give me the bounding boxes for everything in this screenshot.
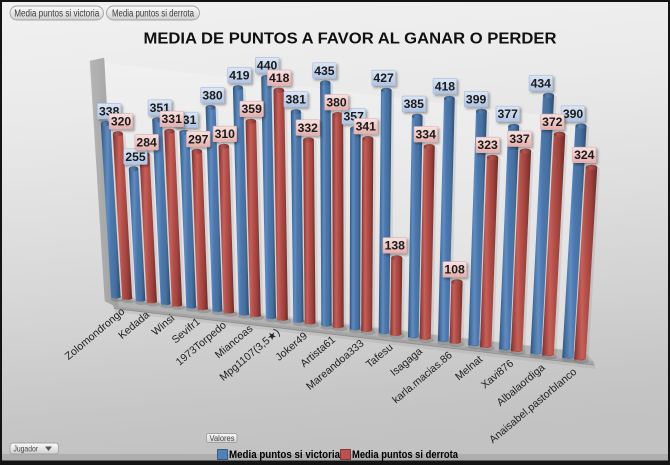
svg-text:381: 381 bbox=[286, 93, 307, 107]
svg-text:284: 284 bbox=[136, 135, 157, 149]
svg-text:440: 440 bbox=[257, 58, 278, 72]
svg-text:331: 331 bbox=[162, 112, 183, 126]
svg-text:380: 380 bbox=[326, 96, 347, 110]
svg-text:380: 380 bbox=[202, 88, 223, 102]
svg-text:255: 255 bbox=[125, 150, 146, 164]
svg-text:337: 337 bbox=[509, 132, 530, 146]
svg-text:324: 324 bbox=[574, 148, 595, 162]
svg-text:418: 418 bbox=[435, 79, 456, 93]
svg-text:372: 372 bbox=[542, 115, 563, 129]
svg-text:138: 138 bbox=[385, 239, 406, 253]
svg-text:310: 310 bbox=[215, 127, 236, 141]
svg-text:Media puntos si victoria: Media puntos si victoria bbox=[14, 9, 99, 20]
svg-text:341: 341 bbox=[356, 120, 377, 134]
svg-text:377: 377 bbox=[498, 107, 519, 121]
svg-text:427: 427 bbox=[373, 71, 394, 85]
svg-text:332: 332 bbox=[298, 121, 319, 135]
svg-text:334: 334 bbox=[416, 128, 437, 142]
svg-text:Valores: Valores bbox=[210, 434, 235, 443]
svg-text:434: 434 bbox=[531, 76, 552, 90]
svg-text:435: 435 bbox=[314, 64, 335, 78]
svg-text:323: 323 bbox=[477, 138, 498, 152]
svg-text:Media puntos si victoria: Media puntos si victoria bbox=[229, 449, 341, 461]
svg-text:Jugador: Jugador bbox=[14, 443, 39, 453]
svg-text:297: 297 bbox=[188, 132, 209, 146]
svg-text:418: 418 bbox=[269, 71, 290, 85]
svg-text:419: 419 bbox=[229, 69, 250, 83]
svg-text:390: 390 bbox=[563, 107, 584, 121]
svg-text:108: 108 bbox=[444, 263, 465, 277]
svg-text:Media puntos si derrota: Media puntos si derrota bbox=[352, 449, 459, 461]
svg-text:359: 359 bbox=[242, 102, 263, 116]
svg-text:320: 320 bbox=[111, 115, 132, 129]
svg-text:399: 399 bbox=[466, 92, 487, 106]
svg-text:385: 385 bbox=[404, 97, 425, 111]
svg-text:Media puntos si derrota: Media puntos si derrota bbox=[112, 9, 194, 20]
svg-text:MEDIA DE PUNTOS A FAVOR AL GAN: MEDIA DE PUNTOS A FAVOR AL GANAR O PERDE… bbox=[144, 31, 557, 48]
